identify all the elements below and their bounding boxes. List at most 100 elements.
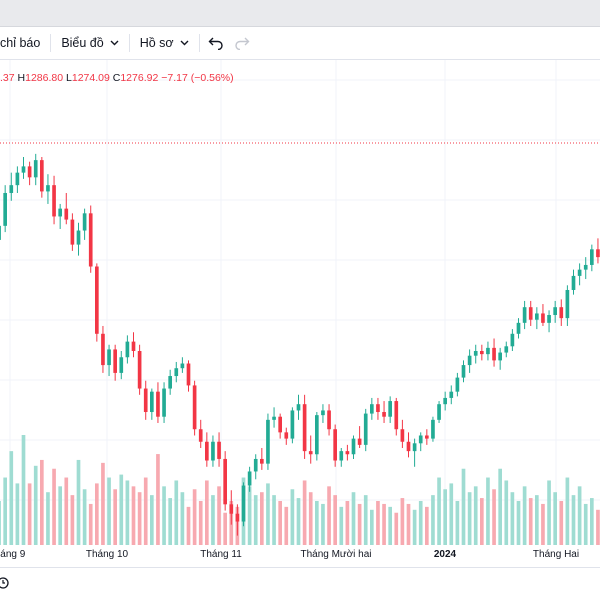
redo-icon [234, 37, 250, 50]
candle-body [437, 404, 441, 420]
candle-body [88, 213, 93, 267]
candle-body [412, 443, 417, 452]
volume-bar [565, 477, 570, 545]
volume-bar [577, 486, 582, 545]
candle-body [577, 269, 582, 276]
volume-bar [535, 495, 539, 545]
volume-bar [247, 486, 252, 545]
volume-bars [0, 435, 600, 545]
bottom-panel [0, 567, 600, 601]
candle-body [351, 438, 356, 455]
volume-bar [590, 498, 594, 545]
time-axis[interactable]: háng 9 Tháng 10 Tháng 11 Tháng Mười hai … [0, 545, 600, 567]
volume-bar [278, 501, 282, 545]
chevron-down-icon [180, 40, 189, 46]
candle-body [296, 404, 301, 411]
candle-body [9, 185, 14, 193]
volume-bar [52, 468, 56, 545]
volume-bar [559, 501, 564, 545]
volume-bar [137, 492, 142, 545]
candle-body [290, 410, 295, 439]
volume-bar [40, 459, 44, 545]
volume-bar [351, 492, 356, 545]
volume-bar [315, 501, 319, 545]
candle-body [131, 341, 136, 351]
candle-body [76, 230, 81, 245]
chart-type-label: Biểu đồ [61, 36, 104, 50]
volume-bar [522, 486, 527, 545]
candle-body [33, 160, 38, 178]
redo-button[interactable] [232, 33, 252, 53]
volume-bar [302, 480, 307, 545]
candle-body [486, 347, 490, 355]
volume-bar [498, 468, 502, 545]
candle-body [339, 451, 344, 461]
candle-body [223, 458, 227, 505]
candle-body [95, 266, 99, 334]
chart-pane[interactable] [0, 60, 600, 545]
candle-body [235, 513, 240, 522]
ohlc-high-label: H [17, 72, 26, 84]
window-top-bar [0, 0, 600, 27]
candlestick-chart[interactable] [0, 60, 600, 545]
volume-bar [406, 503, 411, 545]
candle-body [406, 441, 411, 452]
candle-body [260, 458, 264, 464]
candle-body [315, 415, 319, 455]
candle-body [400, 429, 405, 442]
candle-body [443, 397, 447, 405]
undo-button[interactable] [206, 33, 226, 53]
candle-body [357, 438, 362, 445]
candle-body [192, 385, 197, 430]
volume-bar [541, 503, 545, 545]
candle-body [150, 391, 154, 413]
volume-bar [345, 501, 350, 545]
volume-bar [58, 486, 62, 545]
volume-bar [0, 501, 1, 545]
ohlc-low: 1274.09 [71, 72, 110, 84]
volume-bar [125, 480, 130, 545]
candle-body [504, 346, 509, 353]
volume-bar [400, 498, 405, 545]
candle-body [278, 416, 282, 433]
time-axis-tick: Tháng 10 [85, 549, 129, 560]
clock-icon[interactable] [0, 575, 12, 591]
candle-body [345, 451, 350, 455]
candle-body [284, 432, 289, 439]
candle-body [229, 504, 234, 514]
ohlc-close: 1276.92 [120, 72, 159, 84]
volume-bar [253, 495, 258, 545]
candle-body [211, 441, 215, 461]
candle-body [425, 435, 429, 439]
chevron-down-icon [110, 40, 119, 46]
volume-bar [162, 486, 166, 545]
volume-bar [27, 483, 32, 545]
volume-bar [119, 474, 124, 545]
volume-bar [272, 495, 276, 545]
indicators-button[interactable]: chỉ báo [0, 27, 50, 59]
candle-body [70, 219, 75, 245]
volume-bar [70, 495, 75, 545]
volume-bar [394, 512, 399, 545]
volume-bar [168, 498, 172, 545]
volume-bar [339, 506, 344, 545]
candle-body [376, 404, 380, 413]
candle-body [101, 333, 105, 366]
ohlc-change: −7.17 (−0.56%) [161, 72, 234, 84]
volume-bar [431, 495, 435, 545]
volume-bar [217, 486, 221, 545]
candle-body [64, 208, 69, 220]
volume-bar [107, 477, 111, 545]
candle-body [137, 351, 142, 389]
candle-body [461, 365, 466, 378]
volume-bar [21, 435, 26, 545]
profile-dropdown[interactable]: Hồ sơ [130, 27, 199, 59]
volume-bar [101, 462, 105, 545]
candle-body [510, 333, 515, 347]
volume-bar [473, 486, 478, 545]
volume-bar [260, 492, 264, 545]
candle-body [394, 401, 399, 430]
volume-bar [95, 483, 99, 545]
chart-type-dropdown[interactable]: Biểu đồ [51, 27, 128, 59]
volume-bar [504, 480, 509, 545]
